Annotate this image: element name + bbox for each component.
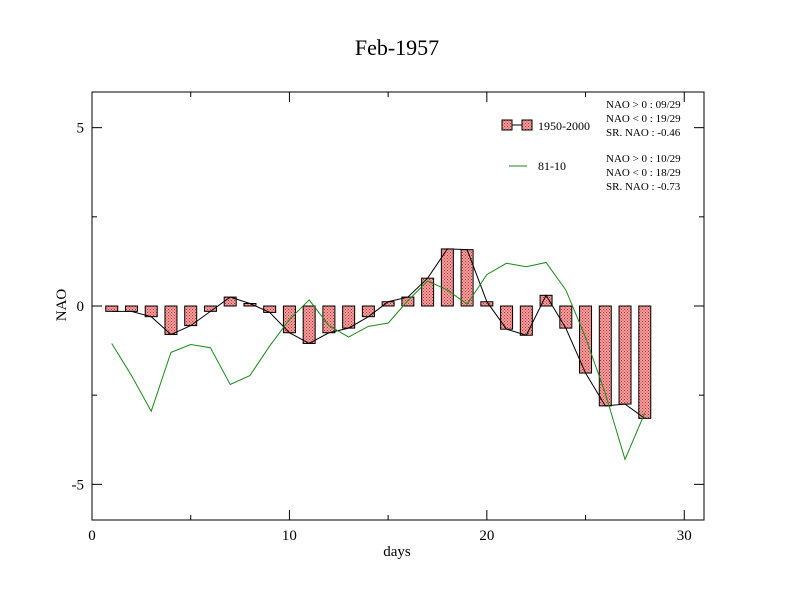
legend-label-81-10: 81-10 [538,159,566,173]
bar-day-18 [440,248,454,307]
bar-day-27 [618,305,632,405]
bar-day-13 [342,305,356,329]
stat-text: SR. NAO : -0.73 [606,181,681,193]
x-tick-label: 10 [282,528,297,544]
bar-day-9 [263,305,277,313]
y-axis-label: NAO [54,289,70,322]
bar-day-26 [598,305,612,407]
bar-day-14 [361,305,375,318]
legend-swatch-1950-2000 [521,119,533,131]
stat-text: NAO < 0 : 18/29 [606,167,681,179]
stat-text: SR. NAO : -0.46 [606,127,681,139]
bar-day-28 [638,305,652,419]
x-tick-label: 0 [88,528,96,544]
legend-label-1950-2000: 1950-2000 [538,119,590,133]
bar-day-22 [519,305,533,336]
plot-area [105,248,652,461]
bar-day-2 [124,305,138,312]
x-axis-label: days [383,544,411,560]
bar-day-11 [302,305,316,344]
series-line-1950-2000 [111,248,646,419]
series-line-81-10 [111,261,646,461]
legend-swatch-1950-2000 [501,119,513,131]
x-tick-label: 30 [677,528,692,544]
stat-text: NAO < 0 : 19/29 [606,113,681,125]
chart-title: Feb-1957 [355,35,439,60]
bar-day-24 [559,305,573,329]
x-tick-label: 20 [479,528,494,544]
axes: 0 10 20 30 -5 0 5 [72,91,705,544]
y-tick-label: 0 [77,299,85,315]
legend: 1950-2000 81-10 NAO > 0 : 09/29 NAO < 0 : 1… [501,99,681,193]
y-tick-label: -5 [72,477,85,493]
bar-day-21 [500,305,514,330]
stat-text: NAO > 0 : 09/29 [606,99,681,111]
bar-day-1 [105,305,119,312]
y-tick-label: 5 [77,121,85,137]
stat-text: NAO > 0 : 10/29 [606,153,681,165]
